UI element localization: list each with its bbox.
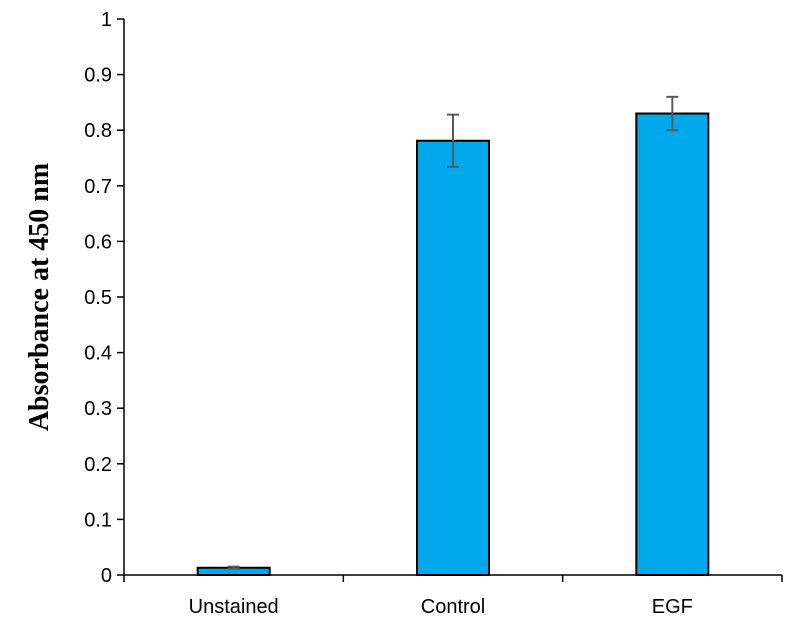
y-tick-label: 0.4 <box>84 343 112 365</box>
bar-egf <box>635 112 710 577</box>
error-bar <box>227 565 240 570</box>
y-tick-label: 0.6 <box>84 231 112 253</box>
bars-group <box>196 112 710 577</box>
y-tick-label: 0.8 <box>84 120 112 142</box>
y-tick-label: 0.9 <box>84 65 112 87</box>
y-tick-label: 0.2 <box>84 454 112 476</box>
y-axis-title: Absorbance at 450 nm <box>24 163 55 431</box>
x-tick-label: Unstained <box>189 596 279 618</box>
error-bars-group <box>227 95 679 570</box>
y-tick-label: 0.3 <box>84 398 112 420</box>
y-axis-ticks: 0 0.1 0.2 0.3 0.4 0.5 0.6 0.7 0.8 0.9 1 <box>84 9 124 587</box>
error-bar <box>666 95 679 132</box>
bar-control <box>416 139 490 576</box>
y-tick-label: 0.5 <box>84 287 112 309</box>
x-tick-label: Control <box>421 596 485 618</box>
y-tick-label: 1 <box>101 9 112 31</box>
y-tick-label: 0.1 <box>84 509 112 531</box>
error-bar <box>447 113 459 168</box>
x-axis-ticks: Unstained Control EGF <box>123 575 783 618</box>
x-tick-label: EGF <box>652 596 693 618</box>
y-tick-label: 0.7 <box>84 176 112 198</box>
y-tick-label: 0 <box>101 565 112 587</box>
